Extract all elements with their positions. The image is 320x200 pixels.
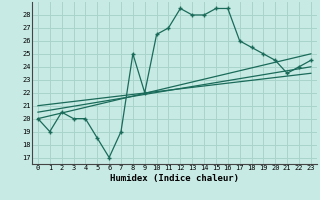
X-axis label: Humidex (Indice chaleur): Humidex (Indice chaleur)	[110, 174, 239, 183]
